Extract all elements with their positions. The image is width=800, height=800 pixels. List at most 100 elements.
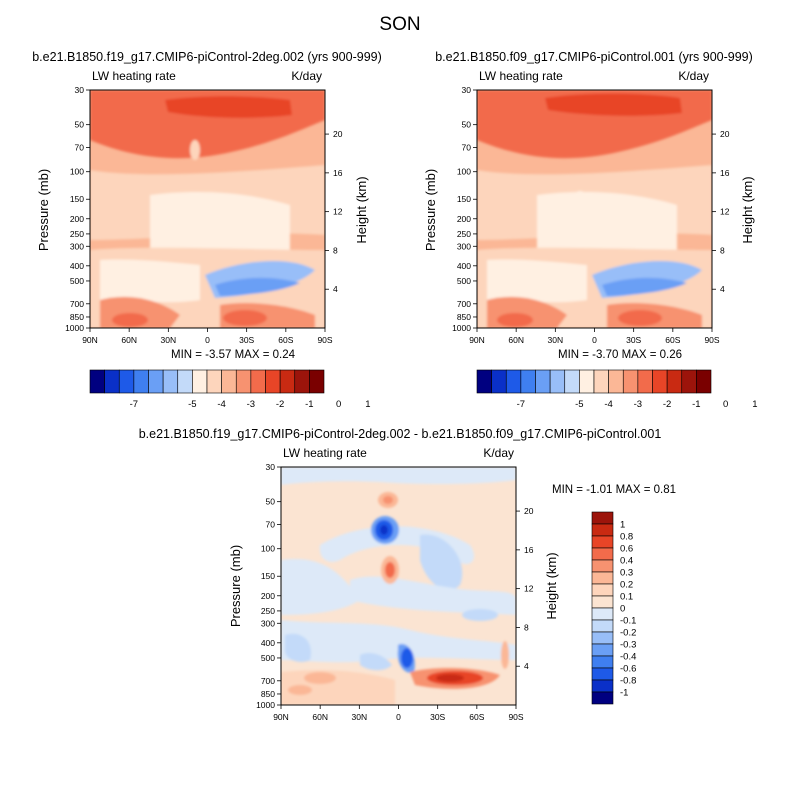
left-colorbar-swatch-7 [192,369,208,394]
left-colorbar-swatch-11 [250,369,266,394]
panel-diff-ylabel: Pressure (mb) [228,545,243,627]
right-colorbar-label-7: 1 [752,399,757,410]
diff-xtick-label-1: 60N [312,712,328,722]
left-colorbar-label-7: 1 [365,399,370,410]
right-colorbar-swatch-1 [491,369,507,394]
right-ytick-label-4: 150 [457,194,471,204]
left-xtick-label-3: 0 [205,335,210,345]
diff-colorbar-label-8: -0.1 [620,616,636,627]
diff-colorbar-swatch-3 [591,547,614,561]
diff-colorbar-swatch-13 [591,667,614,681]
diff-colorbar-label-4: 0.3 [620,568,633,579]
diff-colorbar-label-6: 0.1 [620,592,633,603]
left-ytick-right-label-2: 12 [333,207,343,217]
right-colorbar-swatch-8 [593,369,609,394]
diff-colorbar-label-2: 0.6 [620,544,633,555]
diff-colorbar-swatch-4 [591,559,614,573]
left-ytick-label-5: 200 [70,214,84,224]
left-ytick-label-4: 150 [70,194,84,204]
right-ytick-right-label-4: 4 [720,284,725,294]
panel-left-ylabel-right: Height (km) [354,176,369,243]
figure-title: SON [379,14,420,35]
diff-colorbar-label-5: 0.2 [620,580,633,591]
right-colorbar-swatch-0 [476,369,492,394]
panel-right-field: LW heating rate [479,69,563,83]
diff-ytick-right-label-4: 4 [524,661,529,671]
panel-diff-field: LW heating rate [283,446,367,460]
left-colorbar-label-4: -2 [276,399,284,410]
right-colorbar-swatch-11 [637,369,653,394]
diff-colorbar-label-13: -0.8 [620,676,636,687]
left-colorbar-swatch-14 [294,369,310,394]
diff-ytick-label-0: 30 [266,462,276,472]
right-ytick-label-8: 400 [457,261,471,271]
left-colorbar-label-0: -7 [130,399,138,410]
diff-xtick-label-0: 90N [273,712,289,722]
panel-left-contour-field [90,90,325,328]
diff-colorbar-swatch-2 [591,535,614,549]
panel-right-ylabel-right: Height (km) [740,176,755,243]
left-ytick-right-label-0: 20 [333,129,343,139]
panel-diff: b.e21.B1850.f19_g17.CMIP6-piControl-2deg… [139,427,676,706]
right-colorbar-label-3: -3 [634,399,642,410]
right-colorbar-label-5: -1 [692,399,700,410]
right-colorbar-swatch-2 [505,369,522,394]
left-colorbar-swatch-4 [148,369,164,394]
diff-colorbar-swatch-14 [591,679,614,693]
left-colorbar-swatch-3 [133,369,149,394]
left-colorbar-swatch-6 [177,369,193,394]
right-xtick-label-5: 60S [665,335,680,345]
right-ytick-label-0: 30 [462,85,472,95]
panel-left-ylabel: Pressure (mb) [36,169,51,251]
diff-ytick-label-2: 70 [266,520,276,530]
diff-ytick-right-label-0: 20 [524,506,534,516]
panel-right-ylabel: Pressure (mb) [423,169,438,251]
diff-ytick-label-1: 50 [266,497,276,507]
diff-colorbar-label-9: -0.2 [620,628,636,639]
panel-left-title: b.e21.B1850.f19_g17.CMIP6-piControl-2deg… [32,50,382,64]
diff-ytick-label-12: 1000 [256,700,275,710]
panel-diff-units: K/day [483,446,514,460]
diff-ytick-label-5: 200 [261,591,275,601]
right-colorbar-swatch-6 [564,369,580,394]
left-ytick-label-11: 850 [70,312,84,322]
right-ytick-label-3: 100 [457,167,471,177]
right-xtick-label-6: 90S [704,335,719,345]
diff-xtick-label-3: 0 [396,712,401,722]
right-xtick-label-1: 60N [508,335,524,345]
left-ytick-label-9: 500 [70,276,84,286]
left-ytick-label-3: 100 [70,167,84,177]
left-ytick-right-label-4: 4 [333,284,338,294]
right-colorbar-swatch-10 [622,369,639,394]
panel-diff-contour-field [281,467,516,705]
diff-colorbar-swatch-11 [591,643,614,657]
diff-ytick-label-7: 300 [261,618,275,628]
right-colorbar-swatch-9 [608,369,624,394]
diff-colorbar-swatch-15 [591,691,614,705]
diff-xtick-label-6: 90S [508,712,523,722]
left-colorbar-swatch-12 [265,369,281,394]
left-colorbar-swatch-9 [221,369,237,394]
diff-ytick-right-label-2: 12 [524,584,534,594]
right-colorbar-label-4: -2 [663,399,671,410]
right-colorbar-label-0: -7 [517,399,525,410]
left-ytick-label-6: 250 [70,229,84,239]
left-xtick-label-1: 60N [121,335,137,345]
diff-colorbar-swatch-8 [591,607,614,621]
panel-right: b.e21.B1850.f09_g17.CMIP6-piControl.001 … [423,50,755,361]
left-ytick-label-7: 300 [70,241,84,251]
diff-colorbar-label-11: -0.4 [620,652,636,663]
diff-ytick-label-10: 700 [261,676,275,686]
diff-colorbar-label-14: -1 [620,688,628,699]
diff-ytick-right-label-1: 16 [524,545,534,555]
right-colorbar-swatch-4 [535,369,551,394]
right-ytick-right-label-1: 16 [720,168,730,178]
right-ytick-label-5: 200 [457,214,471,224]
right-colorbar-label-2: -4 [604,399,612,410]
axes-and-colorbars: 3050701001502002503004005007008501000201… [65,85,757,722]
diff-colorbar-swatch-7 [591,595,614,609]
panel-left: b.e21.B1850.f19_g17.CMIP6-piControl-2deg… [32,50,382,361]
diff-ytick-label-9: 500 [261,653,275,663]
diff-xtick-label-4: 30S [430,712,445,722]
